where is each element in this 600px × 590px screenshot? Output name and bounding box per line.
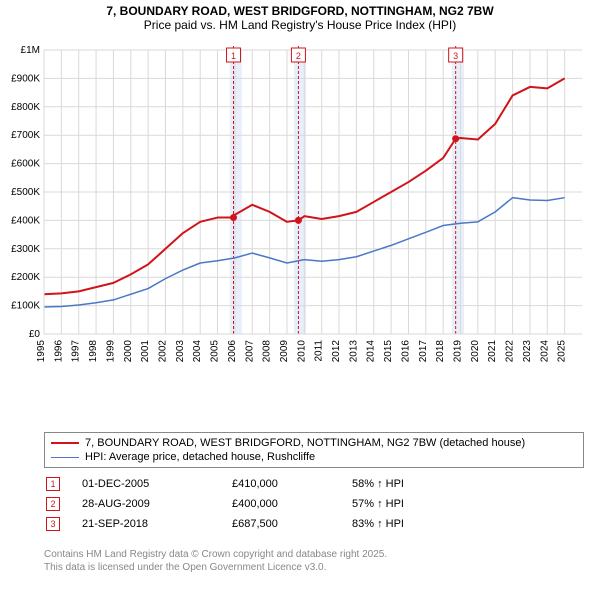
footer-line1: Contains HM Land Registry data © Crown c… xyxy=(44,548,387,561)
y-tick-label: £800K xyxy=(11,102,40,113)
sale-dot xyxy=(452,135,459,142)
sale-date: 28-AUG-2009 xyxy=(82,498,232,510)
sale-label-num: 1 xyxy=(231,51,236,61)
sale-date: 01-DEC-2005 xyxy=(82,478,232,490)
legend-label: 7, BOUNDARY ROAD, WEST BRIDGFORD, NOTTIN… xyxy=(85,437,525,449)
sale-row: 1 01-DEC-2005£410,00058% ↑ HPI xyxy=(44,474,584,494)
title-block: 7, BOUNDARY ROAD, WEST BRIDGFORD, NOTTIN… xyxy=(0,0,600,32)
title-line2: Price paid vs. HM Land Registry's House … xyxy=(0,18,600,32)
sale-marker-box: 2 xyxy=(46,497,60,511)
x-tick-label: 1997 xyxy=(71,340,82,363)
x-tick-label: 2005 xyxy=(210,340,221,363)
x-tick-label: 2008 xyxy=(262,340,273,363)
sale-label-num: 3 xyxy=(453,51,458,61)
x-tick-label: 1999 xyxy=(105,340,116,363)
x-tick-label: 2022 xyxy=(505,340,516,363)
sale-row: 3 21-SEP-2018£687,50083% ↑ HPI xyxy=(44,514,584,534)
x-tick-label: 2003 xyxy=(175,340,186,363)
sale-dot xyxy=(230,214,237,221)
y-tick-label: £200K xyxy=(11,272,40,283)
y-tick-label: £300K xyxy=(11,244,40,255)
sale-marker-box: 3 xyxy=(46,517,60,531)
sale-label-num: 2 xyxy=(296,51,301,61)
y-tick-label: £700K xyxy=(11,130,40,141)
sale-row: 2 28-AUG-2009£400,00057% ↑ HPI xyxy=(44,494,584,514)
x-tick-label: 2021 xyxy=(487,340,498,363)
legend-row: 7, BOUNDARY ROAD, WEST BRIDGFORD, NOTTIN… xyxy=(51,436,577,450)
x-tick-label: 2020 xyxy=(470,340,481,363)
y-tick-label: £400K xyxy=(11,215,40,226)
x-tick-label: 1996 xyxy=(53,340,64,363)
x-tick-label: 2023 xyxy=(522,340,533,363)
title-line1: 7, BOUNDARY ROAD, WEST BRIDGFORD, NOTTIN… xyxy=(0,4,600,18)
y-tick-label: £600K xyxy=(11,159,40,170)
y-tick-label: £500K xyxy=(11,187,40,198)
y-tick-label: £100K xyxy=(11,301,40,312)
sale-marker-box: 1 xyxy=(46,477,60,491)
sale-price: £410,000 xyxy=(232,478,352,490)
x-tick-label: 2002 xyxy=(157,340,168,363)
legend-row: HPI: Average price, detached house, Rush… xyxy=(51,450,577,464)
x-tick-label: 1995 xyxy=(36,340,47,363)
x-tick-label: 2010 xyxy=(296,340,307,363)
x-tick-label: 2000 xyxy=(123,340,134,363)
chart-svg: £0£100K£200K£300K£400K£500K£600K£700K£80… xyxy=(44,40,588,390)
x-tick-label: 2004 xyxy=(192,340,203,363)
sale-hpi: 57% ↑ HPI xyxy=(352,498,584,510)
legend-swatch xyxy=(51,457,79,458)
x-tick-label: 2016 xyxy=(400,340,411,363)
y-tick-label: £1M xyxy=(21,45,40,56)
sale-hpi: 58% ↑ HPI xyxy=(352,478,584,490)
x-tick-label: 2019 xyxy=(453,340,464,363)
x-tick-label: 2014 xyxy=(366,340,377,363)
x-tick-label: 2001 xyxy=(140,340,151,363)
sale-price: £687,500 xyxy=(232,518,352,530)
x-tick-label: 2006 xyxy=(227,340,238,363)
sale-dot xyxy=(295,217,302,224)
x-tick-label: 2017 xyxy=(418,340,429,363)
x-tick-label: 2012 xyxy=(331,340,342,363)
legend-label: HPI: Average price, detached house, Rush… xyxy=(85,451,315,463)
y-tick-label: £900K xyxy=(11,73,40,84)
x-tick-label: 2009 xyxy=(279,340,290,363)
sale-date: 21-SEP-2018 xyxy=(82,518,232,530)
chart-container: 7, BOUNDARY ROAD, WEST BRIDGFORD, NOTTIN… xyxy=(0,0,600,590)
sale-hpi: 83% ↑ HPI xyxy=(352,518,584,530)
x-tick-label: 2018 xyxy=(435,340,446,363)
x-tick-label: 2015 xyxy=(383,340,394,363)
legend-box: 7, BOUNDARY ROAD, WEST BRIDGFORD, NOTTIN… xyxy=(44,432,584,468)
y-tick-label: £0 xyxy=(29,329,41,340)
x-tick-label: 2007 xyxy=(244,340,255,363)
footer-line2: This data is licensed under the Open Gov… xyxy=(44,561,387,574)
sale-price: £400,000 xyxy=(232,498,352,510)
x-tick-label: 2024 xyxy=(539,340,550,363)
sales-table: 1 01-DEC-2005£410,00058% ↑ HPI 2 28-AUG-200… xyxy=(44,474,584,534)
x-tick-label: 1998 xyxy=(88,340,99,363)
x-tick-label: 2013 xyxy=(348,340,359,363)
footer: Contains HM Land Registry data © Crown c… xyxy=(44,548,387,574)
x-tick-label: 2011 xyxy=(314,340,325,362)
x-tick-label: 2025 xyxy=(557,340,568,363)
legend-swatch xyxy=(51,442,79,444)
